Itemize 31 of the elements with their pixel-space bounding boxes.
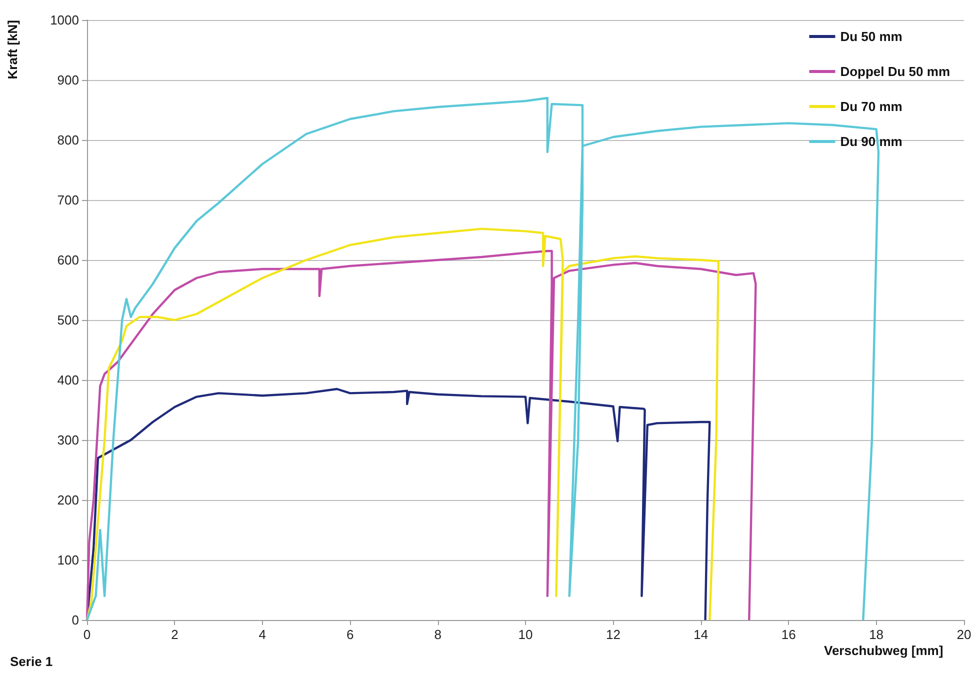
legend-label: Doppel Du 50 mm [840,64,950,79]
y-tick-label: 1000 [50,12,79,28]
y-tick-label: 100 [57,552,79,568]
x-tick-label: 8 [434,627,442,642]
text: Serie 1 [10,654,53,669]
x-tick-label: 10 [518,627,533,642]
y-tick-label: 900 [57,72,79,88]
line-series [86,96,880,622]
y-tick-label: 800 [57,132,79,148]
y-tick-label: 300 [57,432,79,448]
legend-label: Du 90 mm [840,134,902,149]
x-tick-label: 4 [258,627,266,642]
x-tick-label: 20 [956,627,972,642]
y-tick-label: 400 [57,372,79,388]
y-tick-label: 200 [57,492,79,508]
legend-label: Du 50 mm [840,29,902,44]
x-tick-label: 6 [346,627,354,642]
legend-label: Du 70 mm [840,99,902,114]
line-series [86,388,711,622]
x-tick-label: 0 [83,627,91,642]
x-tick-label: 12 [606,627,620,642]
x-tick-label: 16 [781,627,796,642]
y-tick-label: 500 [57,312,79,328]
x-tick-label: 14 [694,627,708,642]
y-tick-label: 700 [57,192,79,208]
y-tick-label: 600 [57,252,79,268]
x-tick-label: 18 [869,627,884,642]
x-axis-title: Verschubweg [mm] [824,643,944,658]
y-axis-title: Kraft [kN] [5,20,20,80]
y-tick-label: 0 [72,612,79,628]
x-tick-label: 2 [171,627,178,642]
